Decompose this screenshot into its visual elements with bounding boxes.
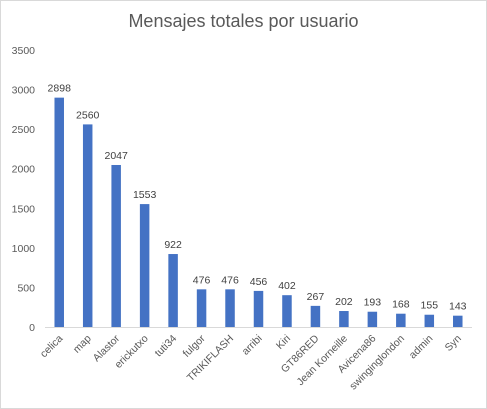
data-label: 155 [421,300,439,312]
bar [282,295,292,327]
data-label: 922 [164,239,182,251]
category-label: Kiri [274,333,293,352]
data-label: 2047 [104,150,128,162]
y-tick-label: 3000 [12,85,36,97]
bar [168,254,178,327]
category-label: celica [38,333,66,361]
data-label: 476 [221,274,239,286]
y-tick-label: 500 [17,282,35,294]
bar [310,305,321,327]
category-label: map [71,333,94,356]
data-label: 168 [392,299,410,311]
bar [111,164,121,327]
data-label: 476 [193,274,211,286]
data-label: 143 [449,301,467,313]
y-tick-label: 1000 [12,243,36,255]
category-label: tuti34 [153,333,180,360]
data-label: 402 [278,280,296,292]
bar [196,289,207,327]
bar [225,289,235,327]
chart-title: Mensajes totales por usuario [128,11,359,31]
y-tick-label: 1500 [12,203,36,215]
bar [339,311,349,327]
data-label: 267 [307,291,325,303]
category-label: arribi [240,333,265,358]
bars [54,97,463,327]
y-axis-ticks: 0 500 1000 1500 2000 2500 3000 3500 [12,45,36,334]
data-label: 1553 [133,189,157,201]
category-label: Syn [443,333,464,354]
bar [82,124,93,327]
data-label: 456 [250,276,268,288]
y-tick-label: 2500 [12,124,36,136]
data-label: 2898 [48,83,72,95]
data-labels: 2898 2560 2047 1553 922 476 476 456 402 267 202 193… [48,83,467,313]
category-label: admin [407,333,436,362]
bar [396,313,406,327]
y-tick-label: 0 [29,322,35,334]
bar [424,314,435,327]
y-tick-label: 2000 [12,164,36,176]
bar [54,97,64,327]
bar [367,311,378,327]
bar [139,204,150,327]
data-label: 2560 [76,109,100,121]
data-label: 202 [335,296,353,308]
bar [253,290,264,327]
y-tick-label: 3500 [12,45,36,57]
data-label: 193 [364,297,382,309]
bar [453,315,463,327]
